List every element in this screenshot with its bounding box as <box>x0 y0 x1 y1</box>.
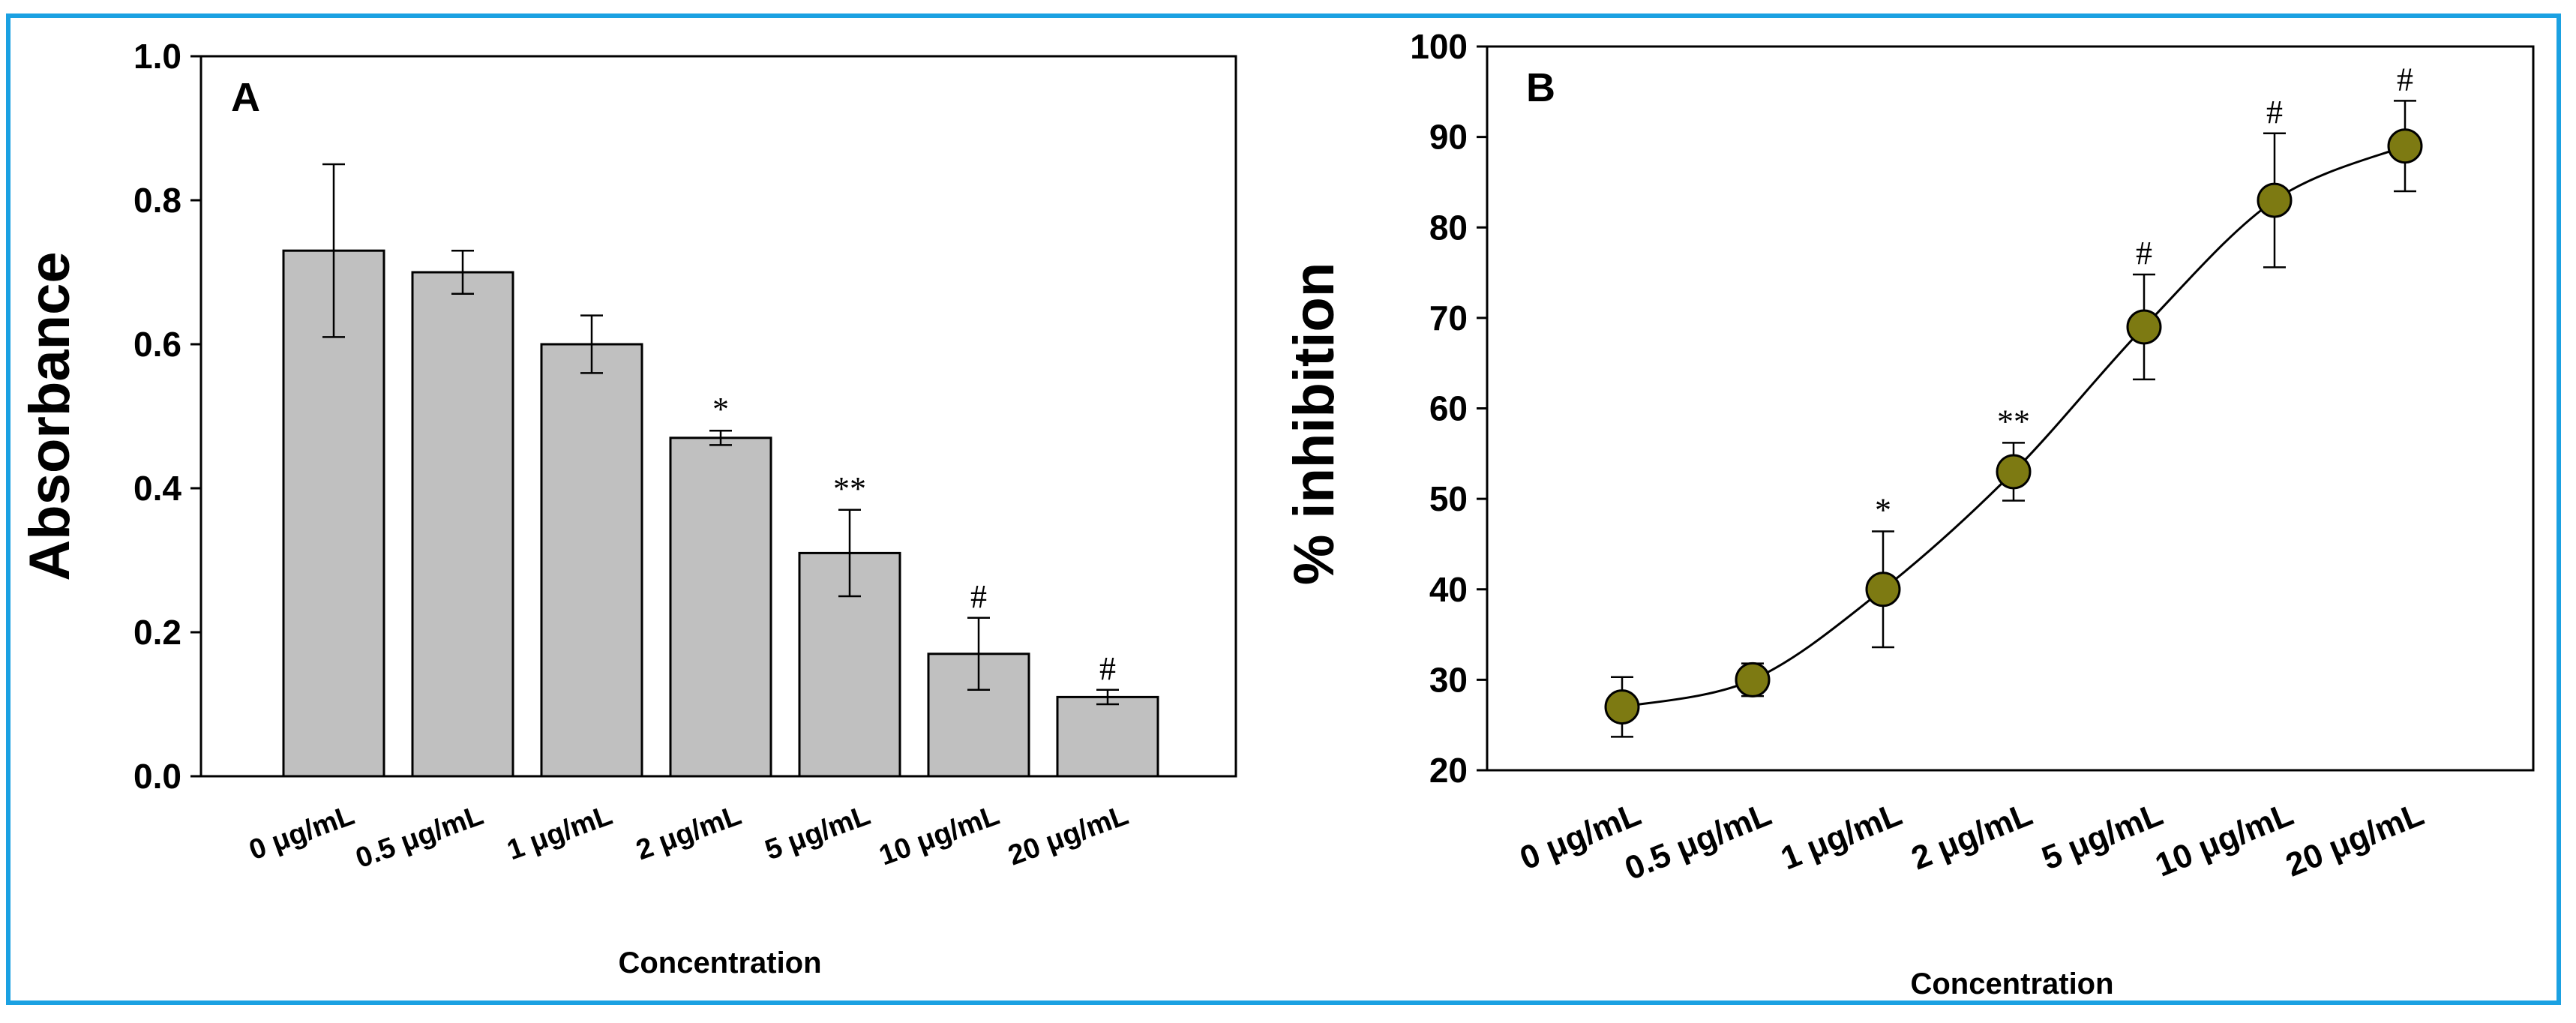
panel-b-x-tick-label: 10 μg/mL <box>2150 796 2298 884</box>
panel-b-data-point <box>2126 309 2162 345</box>
panel-b-y-tick-label: 100 <box>1410 27 1468 66</box>
panel-b-data-point <box>2257 182 2293 218</box>
panel-a-significance-mark: # <box>1099 650 1116 687</box>
panel-a-x-tick-label: 10 μg/mL <box>875 800 1003 872</box>
panel-b-y-tick-label: 90 <box>1429 118 1468 157</box>
panel-a-y-axis-label: Absorbance <box>18 251 82 580</box>
panel-b-data-point <box>1996 454 2032 490</box>
panel-b-x-tick-label: 2 μg/mL <box>1906 796 2038 878</box>
panel-b-significance-mark: ** <box>1997 403 2030 440</box>
panel-a-y-tick-label: 1.0 <box>133 37 181 76</box>
panel-a-significance-mark: ** <box>833 470 866 507</box>
panel-a-x-tick-label: 2 μg/mL <box>632 800 745 866</box>
panel-b-x-tick-label: 20 μg/mL <box>2281 796 2428 884</box>
panel-b-data-point <box>1865 572 1901 608</box>
panel-b-significance-mark: # <box>2136 235 2152 272</box>
panel-b-x-tick-label: 1 μg/mL <box>1776 796 1907 878</box>
panel-b-significance-mark: # <box>2266 94 2283 130</box>
panel-a-y-tick-label: 0.4 <box>133 469 181 508</box>
panel-b-x-tick-label: 0.5 μg/mL <box>1620 796 1777 887</box>
panel-b-label: B <box>1526 65 1555 110</box>
panel-b-y-tick-label: 20 <box>1429 751 1468 790</box>
panel-b-y-tick-label: 50 <box>1429 479 1468 518</box>
panel-b-x-axis-label: Concentration <box>1910 968 2113 1000</box>
panel-b-y-tick-label: 70 <box>1429 298 1468 338</box>
panel-b-y-tick-label: 30 <box>1429 660 1468 699</box>
panel-a-bar <box>1056 695 1159 778</box>
panel-a-bar <box>669 436 772 778</box>
panel-a-x-tick-label: 5 μg/mL <box>761 800 874 866</box>
panel-b-data-point <box>1604 689 1640 725</box>
panel-a-x-tick-label: 0.5 μg/mL <box>352 800 487 874</box>
panel-b-y-tick-label: 80 <box>1429 208 1468 247</box>
panel-a-bar <box>411 271 514 778</box>
panel-a-x-ticks: 0 μg/mL0.5 μg/mL 1 μg/mL 2 μg/mL 5 μg/mL 10 … <box>245 800 1132 874</box>
panel-a-bars: ***## <box>282 163 1159 778</box>
panel-a-x-tick-label: 1 μg/mL <box>503 800 616 866</box>
panel-a-x-axis-label: Concentration <box>618 946 821 980</box>
panel-a-y-tick-label: 0.2 <box>133 613 181 652</box>
panel-a-label: A <box>231 75 260 120</box>
panel-b-significance-mark: * <box>1875 492 1891 529</box>
panel-a-y-ticks: 0.0 0.2 0.4 0.6 0.8 1.0 <box>133 37 201 796</box>
panel-b-series: ***### <box>1604 61 2423 738</box>
panel-a-chart: A 0.00.20.40.60.81.0 ***## 0 μg/mL0.5 μg… <box>18 37 1237 980</box>
panel-b-y-tick-label: 60 <box>1429 389 1468 428</box>
panel-b-significance-mark: # <box>2397 61 2413 98</box>
panel-a-y-tick-label: 0.0 <box>133 757 181 796</box>
panel-b-y-ticks: 20 30 40 50 60 70 80 90 100 <box>1410 27 1487 790</box>
panel-b-data-point <box>1735 662 1771 698</box>
panel-a-bar <box>540 343 643 778</box>
panel-b-x-tick-label: 5 μg/mL <box>2037 796 2168 878</box>
panel-b-x-ticks: 0 μg/mL0.5 μg/mL 1 μg/mL 2 μg/mL 5 μg/mL10 … <box>1515 796 2429 887</box>
panel-a-bar <box>282 249 385 778</box>
panel-a-y-tick-label: 0.8 <box>133 181 181 220</box>
panel-a-significance-mark: # <box>970 578 987 615</box>
panel-b-data-point <box>2387 128 2423 164</box>
panel-a-x-tick-label: 20 μg/mL <box>1004 800 1132 872</box>
panel-b-y-tick-label: 40 <box>1429 570 1468 609</box>
panel-a-x-tick-label: 0 μg/mL <box>245 800 358 866</box>
panel-a-y-tick-label: 0.6 <box>133 325 181 364</box>
panel-a-significance-mark: * <box>712 391 729 428</box>
panel-b-y-axis-label: % inhibition <box>1282 262 1346 586</box>
